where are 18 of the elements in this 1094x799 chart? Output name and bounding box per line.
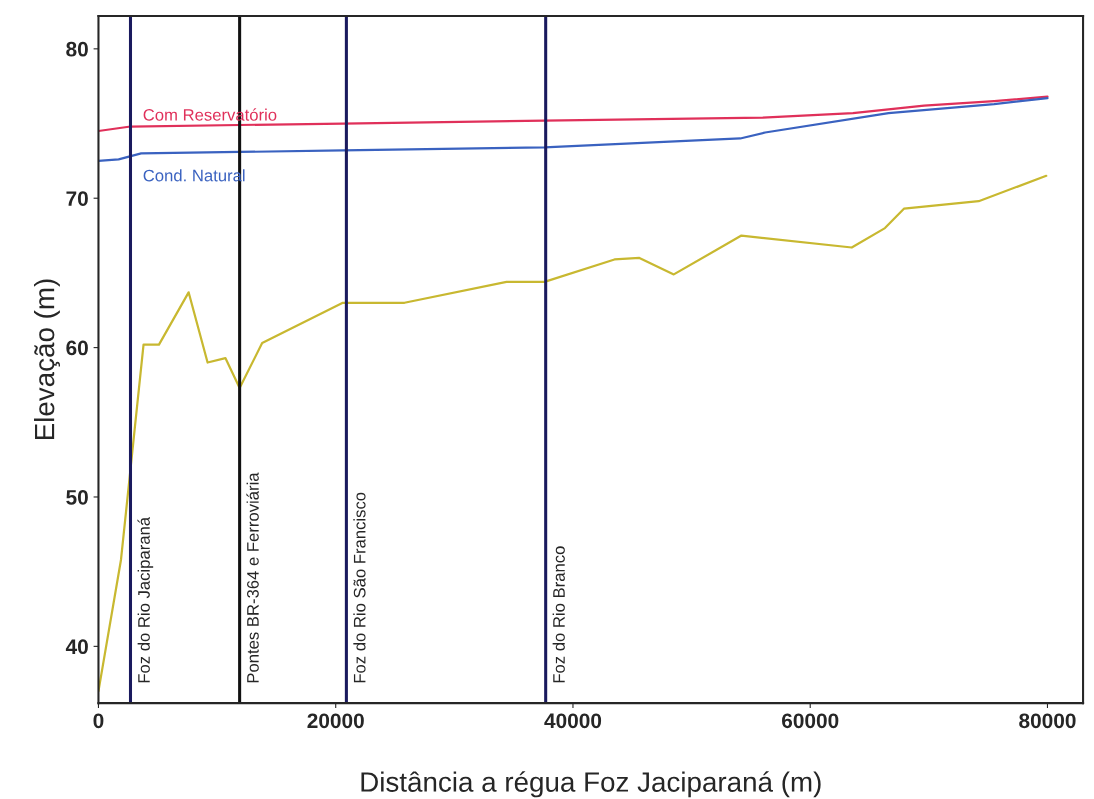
line-series <box>98 97 1049 162</box>
y-tick-label: 70 <box>66 191 88 206</box>
y-tick-label: 80 <box>66 41 88 57</box>
ref-line-label: Pontes BR-364 e Ferroviária <box>246 472 259 683</box>
y-axis-title: Elevação (m) <box>34 279 61 440</box>
x-tick-label: 60000 <box>782 713 839 729</box>
y-tick-label: 60 <box>66 340 88 356</box>
line-series <box>98 95 1049 133</box>
x-tick-label: 0 <box>93 713 104 729</box>
y-tick-label: 50 <box>66 489 88 505</box>
x-tick-label: 20000 <box>307 713 364 729</box>
ref-line-label: Foz do Rio Jaciparaná <box>137 516 154 683</box>
x-axis-title: Distância a régua Foz Jaciparaná (m) <box>361 771 821 798</box>
x-tick-label: 80000 <box>1019 713 1076 729</box>
x-tick-label: 40000 <box>544 713 602 729</box>
ref-line-label: Foz do Rio São Francisco <box>353 492 366 683</box>
y-tick-label: 40 <box>65 639 88 655</box>
ref-line-label: Foz do Rio Branco <box>552 546 565 683</box>
